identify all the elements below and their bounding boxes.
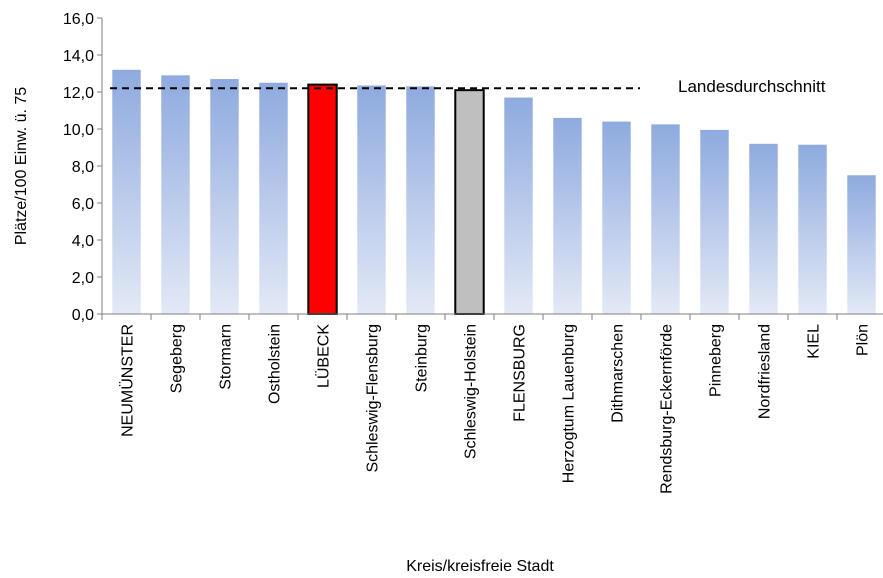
- bar-4: [307, 83, 338, 315]
- y-axis-label: Plätze/100 Einw. ü. 75: [13, 87, 30, 245]
- x-tick-label: Schleswig-Flensburg: [365, 324, 382, 473]
- y-tick-label: 6,0: [72, 196, 94, 213]
- axes-group: [97, 17, 883, 320]
- bar-9: [553, 117, 582, 315]
- x-tick-labels: NEUMÜNSTER Segeberg Stormarn Ostholstein LÜB…: [119, 324, 872, 494]
- y-tick-label: 8,0: [72, 159, 94, 176]
- y-tick-label: 0,0: [72, 307, 94, 324]
- x-tick-label: Segeberg: [169, 324, 186, 393]
- y-tick-label: 14,0: [63, 48, 94, 65]
- bar-10: [602, 121, 631, 314]
- x-tick-label: Rendsburg-Eckernförde: [659, 324, 676, 494]
- x-tick-label: Steinburg: [414, 324, 431, 393]
- x-tick-label: KIEL: [806, 324, 823, 359]
- x-tick-label: NEUMÜNSTER: [119, 324, 137, 437]
- y-tick-label: 12,0: [63, 85, 94, 102]
- bar-15: [847, 175, 876, 314]
- bar-13: [749, 143, 778, 314]
- bar-11: [651, 124, 680, 315]
- bar-8: [504, 97, 533, 314]
- x-axis-label: Kreis/kreisfreie Stadt: [406, 558, 554, 575]
- bar-14: [798, 144, 827, 314]
- x-tick-label: Schleswig-Holstein: [463, 324, 480, 459]
- x-tick-label: Herzogtum Lauenburg: [561, 324, 578, 483]
- x-tick-label: Stormarn: [218, 324, 235, 390]
- bar-6: [406, 86, 435, 314]
- bar-3: [259, 82, 288, 314]
- y-tick-label: 10,0: [63, 122, 94, 139]
- x-tick-label: Pinneberg: [708, 324, 725, 397]
- x-tick-label: LÜBECK: [315, 324, 333, 388]
- reference-line-label: Landesdurchschnitt: [678, 77, 826, 96]
- bar-5: [357, 85, 386, 314]
- bar-0: [112, 69, 141, 314]
- y-tick-labels: 0,0 2,0 4,0 6,0 8,0 10,0 12,0 14,0 16,0: [63, 11, 94, 324]
- x-tick-label: Nordfriesland: [757, 324, 774, 419]
- x-tick-label: Ostholstein: [267, 324, 284, 404]
- bars-group: [112, 69, 876, 316]
- bar-1: [161, 75, 190, 314]
- x-tick-label: Plön: [855, 324, 872, 356]
- y-tick-label: 2,0: [72, 270, 94, 287]
- bar-7: [454, 89, 485, 316]
- bar-2: [210, 79, 239, 314]
- bar-12: [700, 129, 729, 314]
- y-tick-label: 4,0: [72, 233, 94, 250]
- y-tick-label: 16,0: [63, 11, 94, 28]
- x-tick-label: Dithmarschen: [610, 324, 627, 423]
- x-tick-label: FLENSBURG: [512, 324, 529, 422]
